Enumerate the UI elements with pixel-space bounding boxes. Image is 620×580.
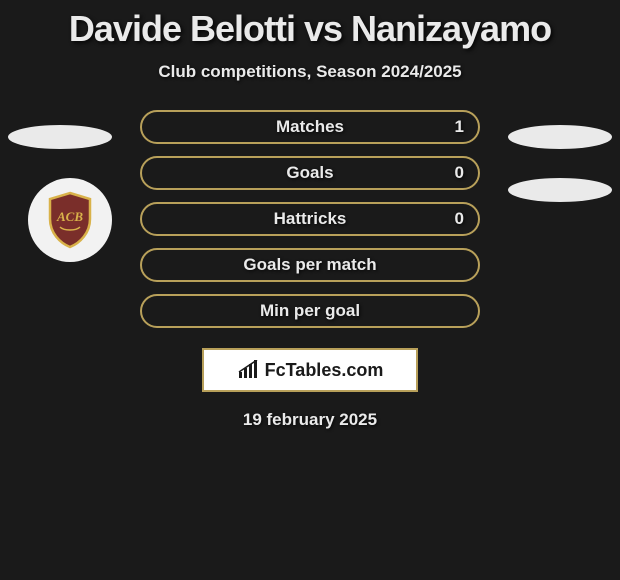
stat-label: Min per goal — [260, 301, 360, 321]
stat-label: Hattricks — [274, 209, 347, 229]
right-club-placeholder-2 — [508, 178, 612, 202]
stat-row: Goals 0 — [140, 156, 480, 190]
bar-chart-icon — [237, 360, 261, 380]
stats-list: Matches 1 Goals 0 Hattricks 0 Goals per match M… — [140, 110, 480, 340]
stat-label: Matches — [276, 117, 344, 137]
shield-icon: ACB — [46, 191, 94, 249]
stat-row: Min per goal — [140, 294, 480, 328]
stat-label: Goals per match — [243, 255, 376, 275]
page-title: Davide Belotti vs Nanizayamo — [69, 8, 551, 50]
right-club-placeholder-1 — [508, 125, 612, 149]
stat-value-right: 0 — [455, 209, 464, 229]
stat-label: Goals — [286, 163, 333, 183]
stat-value-right: 1 — [455, 117, 464, 137]
shield-letters: ACB — [56, 209, 83, 224]
date-label: 19 february 2025 — [243, 410, 377, 430]
stat-value-right: 0 — [455, 163, 464, 183]
brand-badge[interactable]: FcTables.com — [202, 348, 418, 392]
subtitle: Club competitions, Season 2024/2025 — [158, 62, 461, 82]
stat-row: Matches 1 — [140, 110, 480, 144]
left-club-placeholder — [8, 125, 112, 149]
brand-text: FcTables.com — [265, 360, 384, 381]
stat-row: Hattricks 0 — [140, 202, 480, 236]
club-badge-left: ACB — [28, 178, 112, 262]
stat-row: Goals per match — [140, 248, 480, 282]
